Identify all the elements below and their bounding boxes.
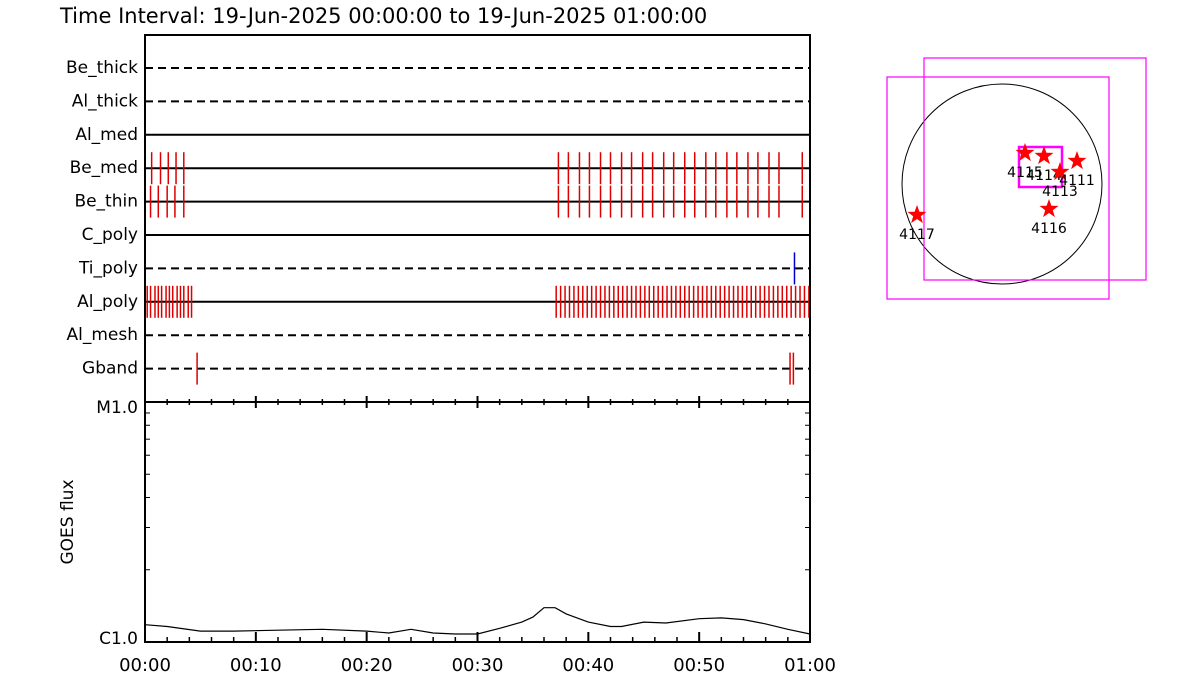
goes-line — [144, 607, 811, 635]
row-label: Be_med — [70, 158, 138, 178]
row-label: Be_thin — [74, 192, 138, 212]
title: Time Interval: 19-Jun-2025 00:00:00 to 1… — [59, 4, 707, 28]
solar-disk — [901, 83, 1103, 285]
fov-box — [923, 57, 1147, 281]
row-label: Al_mesh — [66, 325, 138, 345]
x-tick-label: 00:20 — [341, 655, 393, 676]
region-label: 4114 — [1026, 168, 1062, 184]
row-label: Al_thick — [72, 91, 138, 111]
x-tick-label: 00:50 — [673, 655, 725, 676]
region-label: 4113 — [1042, 184, 1078, 200]
region-star — [1034, 146, 1054, 165]
y-axis-label: GOES flux — [58, 479, 78, 564]
region-star — [1039, 199, 1059, 218]
region-label: 4116 — [1031, 221, 1067, 237]
row-label: Gband — [82, 359, 138, 379]
row-label: Be_thick — [66, 58, 138, 78]
region-star — [1015, 143, 1035, 162]
x-tick-label: 00:10 — [230, 655, 282, 676]
region-label: 4111 — [1059, 173, 1095, 189]
row-label: Al_med — [75, 125, 138, 145]
region-star — [1050, 162, 1070, 181]
x-tick-label: 00:00 — [119, 655, 171, 676]
x-tick-label: 00:40 — [562, 655, 614, 676]
y-tick-label: M1.0 — [96, 398, 138, 418]
x-tick-label: 00:30 — [452, 655, 504, 676]
fov-box — [1017, 145, 1064, 189]
region-star — [907, 205, 927, 224]
region-star — [1067, 151, 1087, 170]
x-tick-label: 01:00 — [784, 655, 836, 676]
region-label: 4117 — [899, 227, 935, 243]
fov-box — [886, 76, 1110, 300]
region-label: 4115 — [1007, 165, 1043, 181]
y-tick-label: C1.0 — [99, 629, 138, 649]
row-label: Al_poly — [77, 292, 138, 312]
row-label: Ti_poly — [78, 258, 138, 278]
row-label: C_poly — [82, 225, 138, 245]
